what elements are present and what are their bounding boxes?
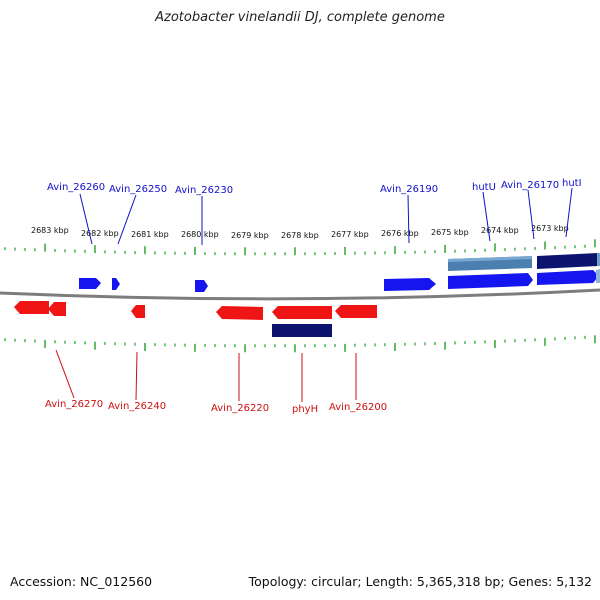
reverse-gene-arrow[interactable]: [14, 301, 49, 314]
gene-label[interactable]: Avin_26260: [47, 182, 105, 193]
scale-label: 2675 kbp: [431, 228, 469, 237]
genome-backbone: [0, 288, 600, 301]
reverse-gene-arrow[interactable]: [335, 305, 377, 318]
gene-label[interactable]: Avin_26230: [175, 185, 233, 196]
gene-label[interactable]: Avin_26200: [329, 402, 387, 413]
forward-leader-lines: [79, 187, 573, 245]
scale-label: 2683 kbp: [31, 226, 69, 235]
gene-label[interactable]: Avin_26220: [211, 403, 269, 414]
gene-label[interactable]: Avin_26250: [109, 184, 167, 195]
scale-label: 2673 kbp: [531, 224, 569, 233]
scale-label: 2677 kbp: [331, 230, 369, 239]
gene-label[interactable]: Avin_26190: [380, 184, 438, 195]
forward-gene-arrow[interactable]: [448, 273, 533, 289]
feature-bar-light-highlight: [448, 256, 532, 262]
forward-scale-ticks: [4, 239, 596, 256]
scale-label: 2682 kbp: [81, 229, 119, 238]
feature-bar-dark-edge: [597, 253, 600, 266]
reverse-scale-ticks: [4, 335, 596, 353]
forward-gene-edge: [596, 269, 600, 283]
reverse-gene-arrow[interactable]: [48, 302, 66, 316]
forward-genes: [79, 269, 600, 292]
scale-labels: 2683 kbp 2682 kbp 2681 kbp 2680 kbp 2679…: [31, 224, 569, 240]
scale-label: 2674 kbp: [481, 226, 519, 235]
genome-title: Azotobacter vinelandii DJ, complete geno…: [155, 10, 445, 25]
reverse-leader-lines: [55, 349, 357, 402]
forward-gene-labels: Avin_26260 Avin_26250 Avin_26230 Avin_26…: [47, 178, 582, 196]
scale-label: 2679 kbp: [231, 231, 269, 240]
gene-label[interactable]: hutI: [562, 178, 582, 189]
reverse-gene-arrow[interactable]: [216, 306, 263, 320]
gene-label[interactable]: Avin_26270: [45, 399, 103, 410]
gene-label[interactable]: hutU: [472, 182, 496, 193]
reverse-gene-labels: Avin_26270 Avin_26240 Avin_26220 phyH Av…: [45, 399, 387, 415]
gene-label[interactable]: phyH: [292, 404, 318, 415]
feature-bar-dark[interactable]: [537, 253, 598, 269]
forward-gene-arrow[interactable]: [112, 278, 120, 290]
forward-gene-arrow[interactable]: [537, 270, 599, 285]
feature-track: [448, 253, 600, 271]
forward-gene-arrow[interactable]: [384, 278, 436, 291]
forward-gene-arrow[interactable]: [195, 280, 208, 292]
scale-label: 2680 kbp: [181, 230, 219, 239]
gene-label[interactable]: Avin_26170: [501, 180, 559, 191]
scale-label: 2681 kbp: [131, 230, 169, 239]
genome-summary-text: Topology: circular; Length: 5,365,318 bp…: [248, 574, 592, 589]
reverse-gene-arrow[interactable]: [272, 306, 332, 319]
gene-label[interactable]: Avin_26240: [108, 401, 166, 412]
scale-label: 2676 kbp: [381, 229, 419, 238]
reverse-gene-arrow[interactable]: [131, 305, 145, 318]
feature-bar-dark[interactable]: [272, 324, 332, 337]
reverse-genes: [14, 301, 377, 337]
forward-gene-arrow[interactable]: [79, 278, 101, 289]
accession-text: Accession: NC_012560: [10, 574, 153, 589]
scale-label: 2678 kbp: [281, 231, 319, 240]
